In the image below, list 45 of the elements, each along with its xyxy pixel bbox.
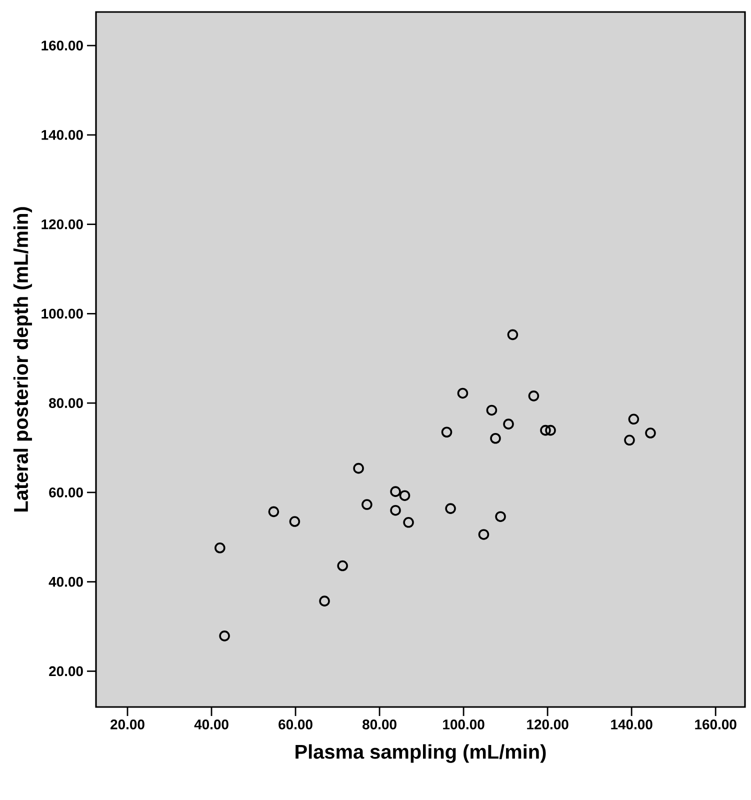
point <box>645 428 656 438</box>
y-tick-label: 20.00 <box>49 666 83 676</box>
point <box>289 516 300 527</box>
y-tick-label: 80.00 <box>49 398 83 408</box>
y-axis-title: Lateral posterior depth (mL/min) <box>13 207 32 512</box>
x-tick-label: 160.00 <box>695 720 736 730</box>
y-tick-label: 60.00 <box>49 488 83 498</box>
x-tick-label: 120.00 <box>527 720 568 730</box>
point <box>337 560 348 572</box>
point <box>545 424 556 436</box>
point <box>390 486 401 497</box>
x-tick-label: 60.00 <box>278 720 312 730</box>
point <box>486 404 498 416</box>
point <box>353 462 364 474</box>
point <box>403 517 414 528</box>
x-tick-label: 140.00 <box>611 720 652 730</box>
x-tick-label: 20.00 <box>110 720 144 730</box>
y-tick-label: 100.00 <box>42 308 83 319</box>
y-tick-label: 160.00 <box>42 40 83 50</box>
point <box>268 506 280 518</box>
point <box>390 504 401 516</box>
point <box>624 434 635 446</box>
point <box>478 529 490 540</box>
x-axis-title: Plasma sampling (mL/min) <box>296 744 546 763</box>
point <box>362 499 372 510</box>
y-tick-label: 140.00 <box>42 130 83 140</box>
y-tick-label: 40.00 <box>48 576 83 587</box>
point <box>445 503 456 514</box>
point <box>503 418 514 430</box>
x-tick-label: 80.00 <box>362 720 396 730</box>
point <box>399 490 410 501</box>
point <box>457 388 468 399</box>
point <box>441 426 452 438</box>
point <box>628 414 640 425</box>
point <box>495 511 506 522</box>
point <box>490 432 501 444</box>
point <box>507 329 518 340</box>
point <box>540 424 551 436</box>
point <box>528 390 540 402</box>
point <box>214 542 226 554</box>
y-tick-label: 120.00 <box>42 219 83 230</box>
point <box>219 630 230 642</box>
x-tick-label: 40.00 <box>194 720 228 730</box>
x-tick-label: 100.00 <box>443 720 484 730</box>
point <box>319 596 330 606</box>
